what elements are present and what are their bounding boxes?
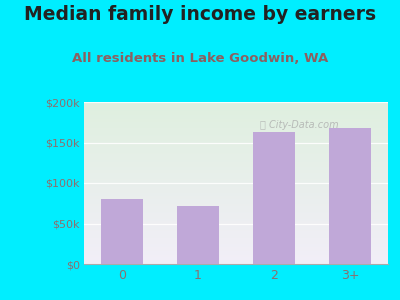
Bar — [253, 132, 295, 264]
Bar — [329, 128, 371, 264]
Text: Median family income by earners: Median family income by earners — [24, 4, 376, 23]
Bar — [101, 199, 143, 264]
Text: ⓘ City-Data.com: ⓘ City-Data.com — [260, 120, 339, 130]
Text: All residents in Lake Goodwin, WA: All residents in Lake Goodwin, WA — [72, 52, 328, 65]
Bar — [177, 206, 219, 264]
